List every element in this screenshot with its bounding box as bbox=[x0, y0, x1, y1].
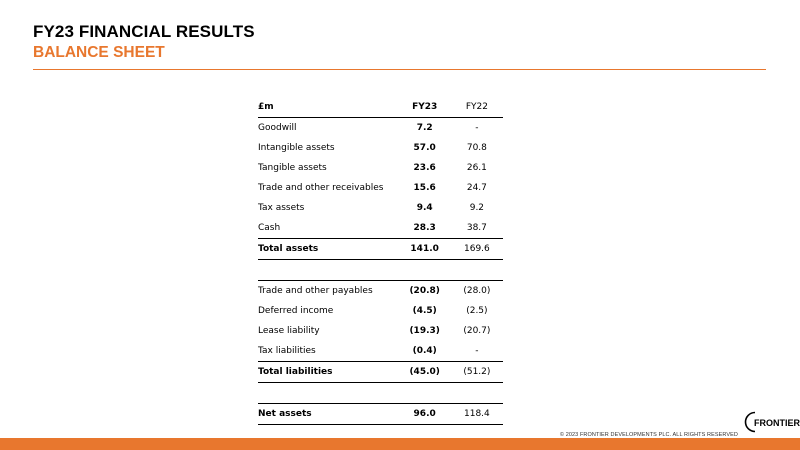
row-label: Deferred income bbox=[258, 306, 334, 316]
table-row: Deferred income (4.5) (2.5) bbox=[258, 301, 503, 321]
column-header-fy23: FY23 bbox=[398, 97, 451, 118]
row-value-fy22: 38.7 bbox=[466, 223, 487, 233]
row-label: Trade and other receivables bbox=[258, 183, 384, 193]
table-row: Trade and other payables (20.8) (28.0) bbox=[258, 280, 503, 302]
spacer-row bbox=[258, 383, 503, 404]
row-value-fy22: (2.5) bbox=[466, 306, 488, 316]
balance-sheet-table: £m FY23 FY22 Goodwill 7.2 - Intangible a… bbox=[258, 97, 503, 425]
row-value-fy22: 24.7 bbox=[466, 183, 487, 193]
row-label: Goodwill bbox=[258, 123, 297, 133]
row-label: Tangible assets bbox=[258, 163, 327, 173]
row-label: Total assets bbox=[258, 238, 399, 260]
row-value-fy22: 26.1 bbox=[466, 163, 487, 173]
table-row: Cash 28.3 38.7 bbox=[258, 218, 503, 239]
row-value-fy23: 28.3 bbox=[413, 223, 436, 233]
row-value-fy23: 96.0 bbox=[398, 403, 451, 425]
row-value-fy23: (45.0) bbox=[398, 361, 451, 383]
row-value-fy23: 23.6 bbox=[413, 163, 436, 173]
header-divider bbox=[33, 69, 766, 70]
row-value-fy22: 9.2 bbox=[469, 203, 485, 213]
row-value-fy23: 141.0 bbox=[398, 238, 451, 260]
table-header-row: £m FY23 FY22 bbox=[258, 97, 503, 118]
row-value-fy22: 169.6 bbox=[450, 238, 503, 260]
row-value-fy23: 9.4 bbox=[416, 203, 433, 213]
table-row: Tangible assets 23.6 26.1 bbox=[258, 158, 503, 178]
table-row: Tax liabilities (0.4) - bbox=[258, 341, 503, 362]
table-row: Tax assets 9.4 9.2 bbox=[258, 198, 503, 218]
page-title: FY23 FINANCIAL RESULTS bbox=[33, 22, 255, 41]
row-value-fy22: 70.8 bbox=[466, 143, 487, 153]
row-value-fy23: (0.4) bbox=[412, 346, 437, 356]
copyright-notice: © 2023 FRONTIER DEVELOPMENTS PLC. ALL RI… bbox=[559, 432, 738, 438]
column-header-fy22: FY22 bbox=[450, 97, 503, 118]
page-subtitle: BALANCE SHEET bbox=[33, 44, 165, 61]
table-row: Trade and other receivables 15.6 24.7 bbox=[258, 178, 503, 198]
logo-text: FRONTIER bbox=[754, 418, 800, 428]
logo-arc-icon bbox=[744, 411, 756, 433]
row-value-fy22: (28.0) bbox=[463, 286, 491, 296]
row-value-fy22: (51.2) bbox=[450, 361, 503, 383]
bottom-accent-bar bbox=[0, 438, 800, 450]
spacer-row bbox=[258, 260, 503, 281]
row-value-fy22: (20.7) bbox=[463, 326, 491, 336]
row-label: Net assets bbox=[258, 403, 399, 425]
row-label: Cash bbox=[258, 223, 281, 233]
net-assets-row: Net assets 96.0 118.4 bbox=[258, 403, 503, 425]
row-label: Tax assets bbox=[258, 203, 305, 213]
row-value-fy23: (19.3) bbox=[409, 326, 440, 336]
table-row: Lease liability (19.3) (20.7) bbox=[258, 321, 503, 341]
total-assets-row: Total assets 141.0 169.6 bbox=[258, 238, 503, 260]
row-label: Total liabilities bbox=[258, 361, 399, 383]
row-label: Trade and other payables bbox=[258, 286, 373, 296]
column-header-unit: £m bbox=[258, 97, 399, 118]
frontier-logo: FRONTIER bbox=[744, 411, 800, 433]
row-value-fy23: 15.6 bbox=[413, 183, 436, 193]
row-value-fy22: - bbox=[475, 346, 479, 356]
row-label: Intangible assets bbox=[258, 143, 335, 153]
row-value-fy22: 118.4 bbox=[450, 403, 503, 425]
row-value-fy23: 7.2 bbox=[416, 123, 433, 133]
total-liabilities-row: Total liabilities (45.0) (51.2) bbox=[258, 361, 503, 383]
row-value-fy22: - bbox=[475, 123, 479, 133]
row-value-fy23: 57.0 bbox=[413, 143, 436, 153]
row-value-fy23: (4.5) bbox=[412, 306, 437, 316]
table-row: Goodwill 7.2 - bbox=[258, 118, 503, 139]
row-value-fy23: (20.8) bbox=[409, 286, 440, 296]
row-label: Tax liabilities bbox=[258, 346, 316, 356]
row-label: Lease liability bbox=[258, 326, 320, 336]
table-row: Intangible assets 57.0 70.8 bbox=[258, 138, 503, 158]
